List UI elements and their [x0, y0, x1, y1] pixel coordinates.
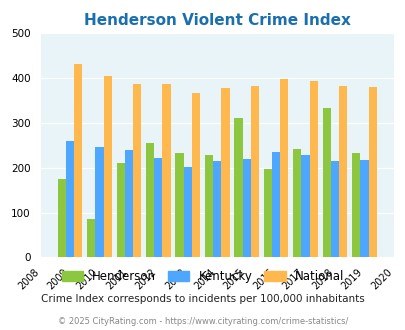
Bar — [154, 158, 162, 257]
Bar — [368, 87, 376, 257]
Text: Crime Index corresponds to incidents per 100,000 inhabitants: Crime Index corresponds to incidents per… — [41, 294, 364, 304]
Bar — [279, 79, 288, 257]
Bar — [74, 63, 82, 257]
Bar — [271, 152, 279, 257]
Text: © 2025 CityRating.com - https://www.cityrating.com/crime-statistics/: © 2025 CityRating.com - https://www.city… — [58, 317, 347, 326]
Bar — [146, 143, 154, 257]
Bar — [175, 153, 183, 257]
Bar — [338, 86, 346, 257]
Bar — [95, 148, 103, 257]
Bar — [322, 108, 330, 257]
Bar — [58, 179, 66, 257]
Bar — [162, 84, 170, 257]
Bar — [309, 81, 317, 257]
Bar — [66, 141, 74, 257]
Bar — [250, 85, 258, 257]
Bar — [263, 169, 271, 257]
Legend: Henderson, Kentucky, National: Henderson, Kentucky, National — [62, 270, 343, 283]
Bar — [116, 163, 124, 257]
Bar — [292, 149, 301, 257]
Bar — [213, 161, 221, 257]
Bar — [124, 150, 133, 257]
Bar — [351, 153, 359, 257]
Bar — [330, 161, 338, 257]
Bar — [103, 76, 111, 257]
Bar — [183, 167, 192, 257]
Bar — [87, 219, 95, 257]
Bar — [192, 93, 200, 257]
Bar — [205, 155, 213, 257]
Title: Henderson Violent Crime Index: Henderson Violent Crime Index — [83, 13, 350, 28]
Bar — [301, 155, 309, 257]
Bar — [359, 160, 368, 257]
Bar — [133, 84, 141, 257]
Bar — [242, 159, 250, 257]
Bar — [234, 118, 242, 257]
Bar — [221, 88, 229, 257]
